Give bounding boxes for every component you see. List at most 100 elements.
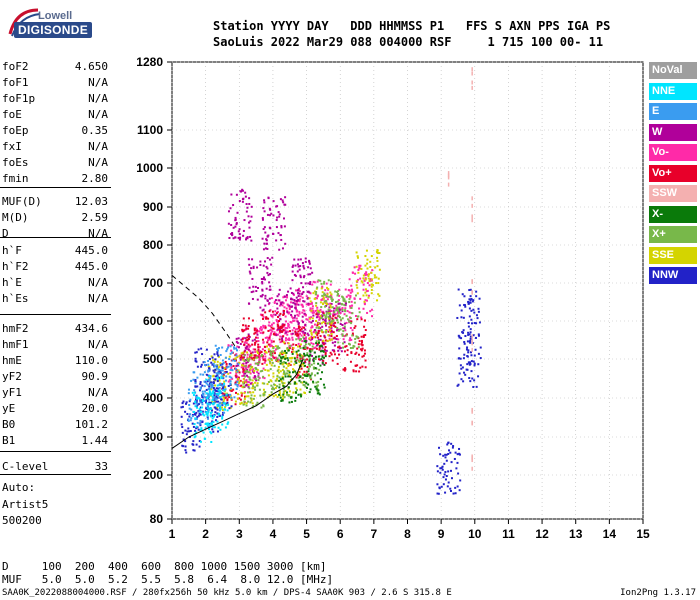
ionogram-echo-point [312,357,315,360]
ionogram-echo-point [217,393,220,396]
parameter-value: 0.35 [81,124,109,137]
ionogram-echo-point [230,366,233,369]
ionogram-echo-point [208,379,211,382]
ionogram-echo-point [202,393,205,396]
ionogram-echo-point [308,297,311,300]
ionogram-echo-point [349,327,352,330]
ionogram-echo-point [337,346,340,349]
ionogram-echo-point [184,410,187,413]
ionogram-echo-point [281,199,284,202]
ionogram-echo-point [241,337,244,340]
ionogram-echo-point [280,361,283,364]
ionogram-echo-point [226,348,229,351]
ionogram-echo-point [201,384,204,387]
ionogram-echo-point [294,370,297,373]
ionogram-echo-point [281,339,284,342]
ionogram-echo-point [240,190,243,193]
ionogram-echo-point [255,367,258,370]
ionogram-echo-point [369,260,372,263]
ionogram-echo-point [330,293,333,296]
ionogram-echo-point [336,291,339,294]
ionogram-echo-point [267,317,270,320]
ionogram-echo-point [376,251,379,254]
ionogram-echo-point [248,387,251,390]
ionogram-echo-point [287,290,290,293]
ionogram-echo-point [242,378,245,381]
ionogram-echo-point [200,365,203,368]
ionogram-echo-point [207,363,210,366]
ionogram-echo-point [281,398,284,401]
ionogram-echo-point [299,375,302,378]
parameter-value: N/A [88,386,108,399]
ionogram-echo-point [199,440,202,443]
ionogram-echo-point [283,342,286,345]
ionogram-echo-point [279,318,282,321]
ionogram-echo-point [460,337,463,340]
ionogram-echo-point [197,414,200,417]
ionogram-echo-point [477,352,480,355]
ionogram-echo-point [348,343,351,346]
ionogram-echo-point [281,368,284,371]
ionogram-echo-point [451,446,454,449]
ionogram-echo-point [276,395,279,398]
ionogram-echo-point [328,306,331,309]
ionogram-echo-point [241,200,244,203]
ionogram-echo-point [454,492,457,495]
ionogram-echo-point [205,397,208,400]
ionogram-echo-point [468,298,471,301]
ionogram-echo-point [238,382,241,385]
ionogram-echo-point [250,205,253,208]
ionogram-echo-point [318,317,321,320]
ionogram-echo-point [449,487,452,490]
ionogram-echo-point [241,357,244,360]
ionogram-echo-point [288,308,291,311]
ionogram-echo-point [206,405,209,408]
ionogram-echo-point [261,362,264,365]
ionogram-echo-point [350,288,353,291]
ionogram-echo-point [248,378,251,381]
ionogram-echo-point [311,354,314,357]
ionogram-echo-point [327,295,330,298]
ionogram-echo-point [194,357,197,360]
ionogram-echo-point [362,274,365,277]
ionogram-echo-point [349,306,352,309]
ionogram-echo-point [254,354,257,357]
ionogram-echo-point [280,325,283,328]
ionogram-echo-point [247,395,250,398]
ionogram-echo-point [348,311,351,314]
ionogram-echo-point [212,390,215,393]
legend-item-ssw: SSW [649,185,697,202]
ionogram-echo-point [309,354,312,357]
ionogram-echo-point [242,324,245,327]
ionogram-echo-point [267,381,270,384]
ionogram-echo-point [297,334,300,337]
ionogram-echo-point [232,358,235,361]
ionogram-echo-point [283,382,286,385]
ionogram-echo-point [297,359,300,362]
ionogram-echo-point [269,208,272,211]
ionogram-echo-point [363,279,366,282]
ionogram-echo-point [303,391,306,394]
ionogram-echo-point [276,369,279,372]
legend-item-nnw: NNW [649,267,697,284]
ionogram-echo-point [472,385,475,388]
ionogram-echo-point [307,383,310,386]
ionogram-echo-point [249,365,252,368]
ionogram-echo-point [329,291,332,294]
ionogram-echo-point [209,375,212,378]
ionogram-echo-point [268,310,271,313]
ionogram-echo-point [294,328,297,331]
parameter-name: foF1p [2,92,36,105]
ionogram-echo-point [264,304,267,307]
parameter-name: hmF1 [2,338,29,351]
ionogram-echo-point [247,325,250,328]
ionogram-echo-point [261,237,264,240]
ionogram-echo-point [256,384,259,387]
ionogram-echo-point [224,406,227,409]
ionogram-echo-point [201,398,204,401]
ionogram-echo-point [333,336,336,339]
ionogram-echo-point [313,330,316,333]
ionogram-echo-point [359,348,362,351]
ionogram-echo-point [240,394,243,397]
ionogram-echo-point [191,422,194,425]
